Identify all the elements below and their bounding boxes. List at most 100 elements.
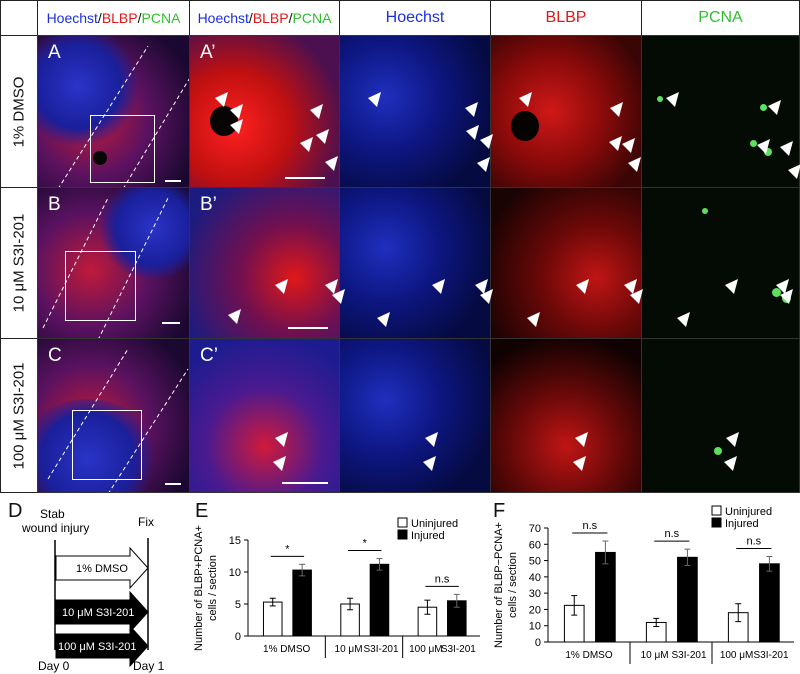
legend-label: Injured: [411, 530, 445, 542]
y-tick-label: 10: [529, 621, 541, 633]
stab-label: Stab: [40, 507, 65, 521]
legend-swatch-uninjured: [711, 505, 722, 516]
group-label: 100 μM: [720, 650, 754, 661]
group-label: S3I-201: [672, 650, 707, 661]
micrograph-C-zoom: C’: [189, 338, 340, 493]
row-label-text: 100 μM S3I-201: [10, 361, 28, 470]
row-label-100um: 100 μM S3I-201: [0, 338, 38, 493]
group-label: 1% DMSO: [263, 644, 310, 655]
y-axis-label: Number of BLBP−PCNA+: [493, 522, 505, 648]
y-tick-label: 0: [235, 631, 241, 643]
row-label-10um: 10 μM S3I-201: [0, 187, 38, 339]
corner-cell: [0, 0, 38, 36]
hdr-hoechst: Hoechst: [46, 10, 98, 26]
panel-label-B: B: [48, 194, 61, 215]
row-label-text: 10 μM S3I-201: [10, 213, 28, 313]
y-axis-label: cells / section: [507, 552, 519, 618]
bar-uninjured: [262, 601, 283, 637]
hdr-blbp: BLBP: [101, 10, 138, 26]
significance-label: n.s: [435, 573, 450, 585]
significance-label: n.s: [746, 536, 761, 548]
group-label: S3I-201: [363, 644, 398, 655]
header-pcna: PCNA: [641, 0, 800, 36]
group-label: S3I-201: [754, 650, 789, 661]
group-label: 100 μM: [409, 644, 443, 655]
y-axis-label: cells / section: [207, 555, 219, 621]
group-label: 10 μM: [335, 644, 363, 655]
micrograph-B-hoechst: [339, 187, 491, 339]
significance-label: n.s: [582, 520, 597, 532]
bar-injured: [369, 563, 390, 637]
hdr-slash: /: [288, 10, 293, 26]
hdr-slash: /: [248, 10, 253, 26]
chart-E: 0 5 10 15 Number of BLBP+PCNA+ cells / sectio…: [193, 517, 480, 658]
scale-bar: [165, 180, 181, 182]
y-axis-label: Number of BLBP+PCNA+: [193, 525, 205, 651]
bar-injured: [292, 569, 312, 637]
y-tick-label: 60: [529, 539, 541, 551]
group-label: 1% DMSO: [565, 650, 612, 661]
y-tick-label: 30: [529, 588, 541, 600]
y-tick-label: 20: [529, 604, 541, 616]
panel-label-B-zoom: B’: [200, 194, 217, 215]
condition-dmso: 1% DMSO: [76, 563, 128, 575]
y-tick-label: 10: [229, 567, 241, 579]
significance-label: *: [285, 543, 290, 555]
panel-label-E: E: [195, 500, 209, 522]
hdr-blbp: BLBP: [252, 10, 289, 26]
header-blbp: BLBP: [490, 0, 642, 36]
micrograph-A-hoechst: [339, 35, 491, 188]
micrograph-B: B: [37, 187, 190, 339]
row-label-dmso: 1% DMSO: [0, 35, 38, 188]
hdr-hoechst: Hoechst: [197, 10, 249, 26]
scale-bar: [165, 483, 181, 485]
micrograph-A-pcna: [641, 35, 800, 188]
micrograph-A-zoom: A’: [189, 35, 340, 188]
micrograph-B-zoom: B’: [189, 187, 340, 339]
hdr-slash: /: [137, 10, 142, 26]
y-tick-label: 5: [235, 599, 241, 611]
condition-100: 100 μM S3I-201: [58, 641, 137, 653]
legend-label: Uninjured: [725, 506, 772, 518]
bar-injured: [595, 551, 616, 643]
schematic-d: Stab wound injury Fix 1% DMSO 10 μM S3I-…: [21, 507, 165, 673]
y-tick-label: 0: [535, 637, 541, 649]
day0-label: Day 0: [38, 659, 70, 673]
micrograph-B-blbp: [490, 187, 642, 339]
panel-label-C: C: [48, 345, 62, 366]
fix-label: Fix: [138, 515, 154, 529]
legend-swatch-uninjured: [397, 517, 408, 528]
legend-swatch-injured: [397, 529, 408, 540]
day1-label: Day 1: [133, 659, 165, 673]
header-hoechst: Hoechst: [339, 0, 491, 36]
y-tick-label: 40: [529, 572, 541, 584]
panel-label-D: D: [8, 500, 23, 522]
bar-injured: [677, 556, 698, 643]
hdr-slash: /: [97, 10, 102, 26]
group-label: S3I-201: [441, 644, 476, 655]
legend-swatch-injured: [711, 517, 722, 528]
y-tick-label: 50: [529, 556, 541, 568]
panel-label-F: F: [493, 500, 506, 522]
y-tick-label: 70: [529, 523, 541, 535]
hdr-pcna: PCNA: [292, 10, 332, 26]
scale-bar: [162, 322, 180, 324]
wound-label: wound injury: [21, 521, 89, 535]
condition-arrow-10: [55, 590, 149, 634]
scale-bar: [288, 327, 328, 329]
group-label: 10 μM: [641, 650, 669, 661]
header-merge-1: Hoechst / BLBP / PCNA: [37, 0, 190, 36]
micrograph-B-pcna: [641, 187, 800, 339]
condition-arrow-100: [55, 624, 149, 668]
significance-label: n.s: [664, 528, 679, 540]
header-merge-2: Hoechst / BLBP / PCNA: [189, 0, 340, 36]
chart-F: 0 10 20 30 40 50 60 70 Number of BLBP−PCNA+ cells…: [493, 505, 794, 664]
micrograph-C-hoechst: [339, 338, 491, 493]
hdr-pcna: PCNA: [141, 10, 181, 26]
panel-label-A-zoom: A’: [200, 42, 216, 63]
micrograph-A: A: [37, 35, 190, 188]
micrograph-C: C: [37, 338, 190, 493]
row-label-text: 1% DMSO: [10, 76, 28, 147]
bar-injured: [759, 563, 780, 643]
condition-arrow-dmso: [55, 546, 149, 590]
